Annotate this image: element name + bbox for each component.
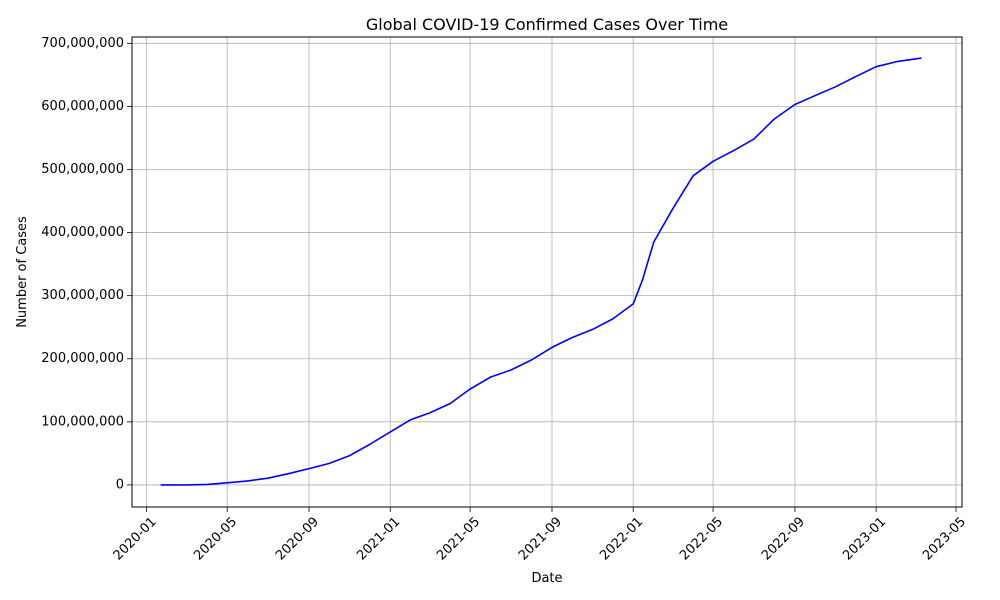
chart-title: Global COVID-19 Confirmed Cases Over Tim… — [366, 15, 728, 34]
y-tick-label: 300,000,000 — [41, 288, 124, 303]
y-tick-label: 400,000,000 — [41, 225, 124, 240]
y-axis-ticks: 0 100,000,000 200,000,000 300,000,000 400,00… — [41, 36, 132, 492]
plot-frame — [131, 36, 963, 508]
y-tick-label: 200,000,000 — [41, 351, 124, 366]
y-tick-label: 700,000,000 — [41, 36, 124, 51]
y-axis-label: Number of Cases — [15, 216, 30, 328]
series-line — [160, 57, 922, 486]
y-tick-label: 100,000,000 — [41, 414, 124, 429]
grid-lines — [132, 37, 962, 507]
y-tick-label: 500,000,000 — [41, 162, 124, 177]
data-series — [160, 57, 922, 486]
y-tick-label: 600,000,000 — [41, 99, 124, 114]
y-tick-label: 0 — [116, 477, 124, 492]
x-axis-label: Date — [531, 571, 562, 586]
